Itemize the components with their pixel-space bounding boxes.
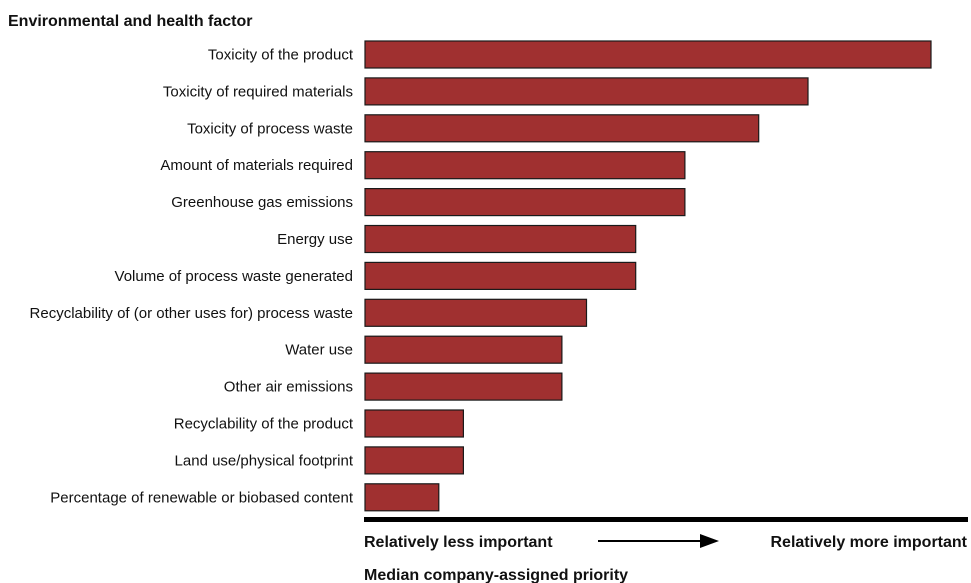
bar: [364, 188, 686, 217]
category-labels: Toxicity of the product Toxicity of requi…: [30, 47, 354, 507]
bars-layer: [364, 40, 932, 512]
category-label: Toxicity of process waste: [187, 120, 353, 137]
bar: [364, 77, 809, 106]
right-arrow-icon: [598, 534, 719, 548]
category-label: Greenhouse gas emissions: [171, 194, 353, 211]
category-label: Energy use: [277, 231, 353, 248]
bar: [364, 40, 932, 69]
category-label: Land use/physical footprint: [175, 452, 354, 469]
axis-low-label: Relatively less important: [364, 534, 553, 551]
bar: [364, 446, 465, 475]
category-label: Percentage of renewable or biobased cont…: [50, 489, 354, 506]
bar: [364, 114, 760, 143]
category-label: Recyclability of (or other uses for) pro…: [30, 305, 353, 322]
bar: [364, 151, 686, 180]
bar: [364, 261, 637, 290]
category-label: Toxicity of required materials: [163, 83, 353, 100]
category-label: Recyclability of the product: [174, 416, 354, 433]
chart-title: Environmental and health factor: [8, 13, 252, 30]
category-label: Volume of process waste generated: [115, 268, 353, 285]
axis-high-label: Relatively more important: [771, 534, 968, 551]
category-label: Water use: [285, 342, 353, 359]
category-label: Amount of materials required: [160, 157, 353, 174]
bar: [364, 335, 563, 364]
category-label: Toxicity of the product: [208, 47, 354, 64]
bar: [364, 409, 465, 438]
category-label: Other air emissions: [224, 379, 353, 396]
bar: [364, 224, 637, 254]
bar: [364, 298, 588, 327]
x-axis-title: Median company-assigned priority: [364, 567, 628, 583]
bar: [364, 372, 563, 401]
bar: [364, 483, 440, 512]
